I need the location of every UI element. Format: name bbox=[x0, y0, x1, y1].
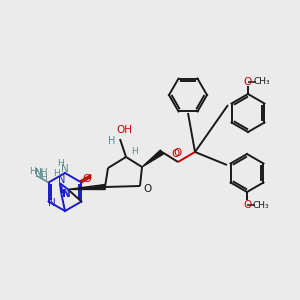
Text: H: H bbox=[52, 169, 59, 178]
Text: H: H bbox=[108, 136, 116, 146]
Text: N: N bbox=[35, 169, 42, 179]
Text: O: O bbox=[243, 200, 251, 210]
Text: O: O bbox=[244, 77, 252, 87]
Text: O: O bbox=[82, 174, 91, 184]
Text: CH₃: CH₃ bbox=[253, 200, 269, 209]
Text: N: N bbox=[63, 189, 71, 200]
Text: CH₃: CH₃ bbox=[254, 77, 270, 86]
Text: N: N bbox=[62, 189, 70, 199]
Text: H: H bbox=[29, 167, 36, 176]
Polygon shape bbox=[68, 184, 105, 190]
Text: NH: NH bbox=[34, 168, 48, 177]
Text: OH: OH bbox=[116, 125, 132, 135]
Text: N: N bbox=[48, 197, 56, 208]
Text: H: H bbox=[130, 146, 137, 155]
Text: N: N bbox=[58, 175, 66, 185]
Text: H: H bbox=[40, 173, 47, 182]
Polygon shape bbox=[142, 150, 164, 167]
Text: O: O bbox=[172, 149, 180, 159]
Text: H: H bbox=[57, 160, 63, 169]
Text: O: O bbox=[143, 184, 151, 194]
Text: O: O bbox=[174, 148, 182, 158]
Text: N: N bbox=[61, 164, 69, 174]
